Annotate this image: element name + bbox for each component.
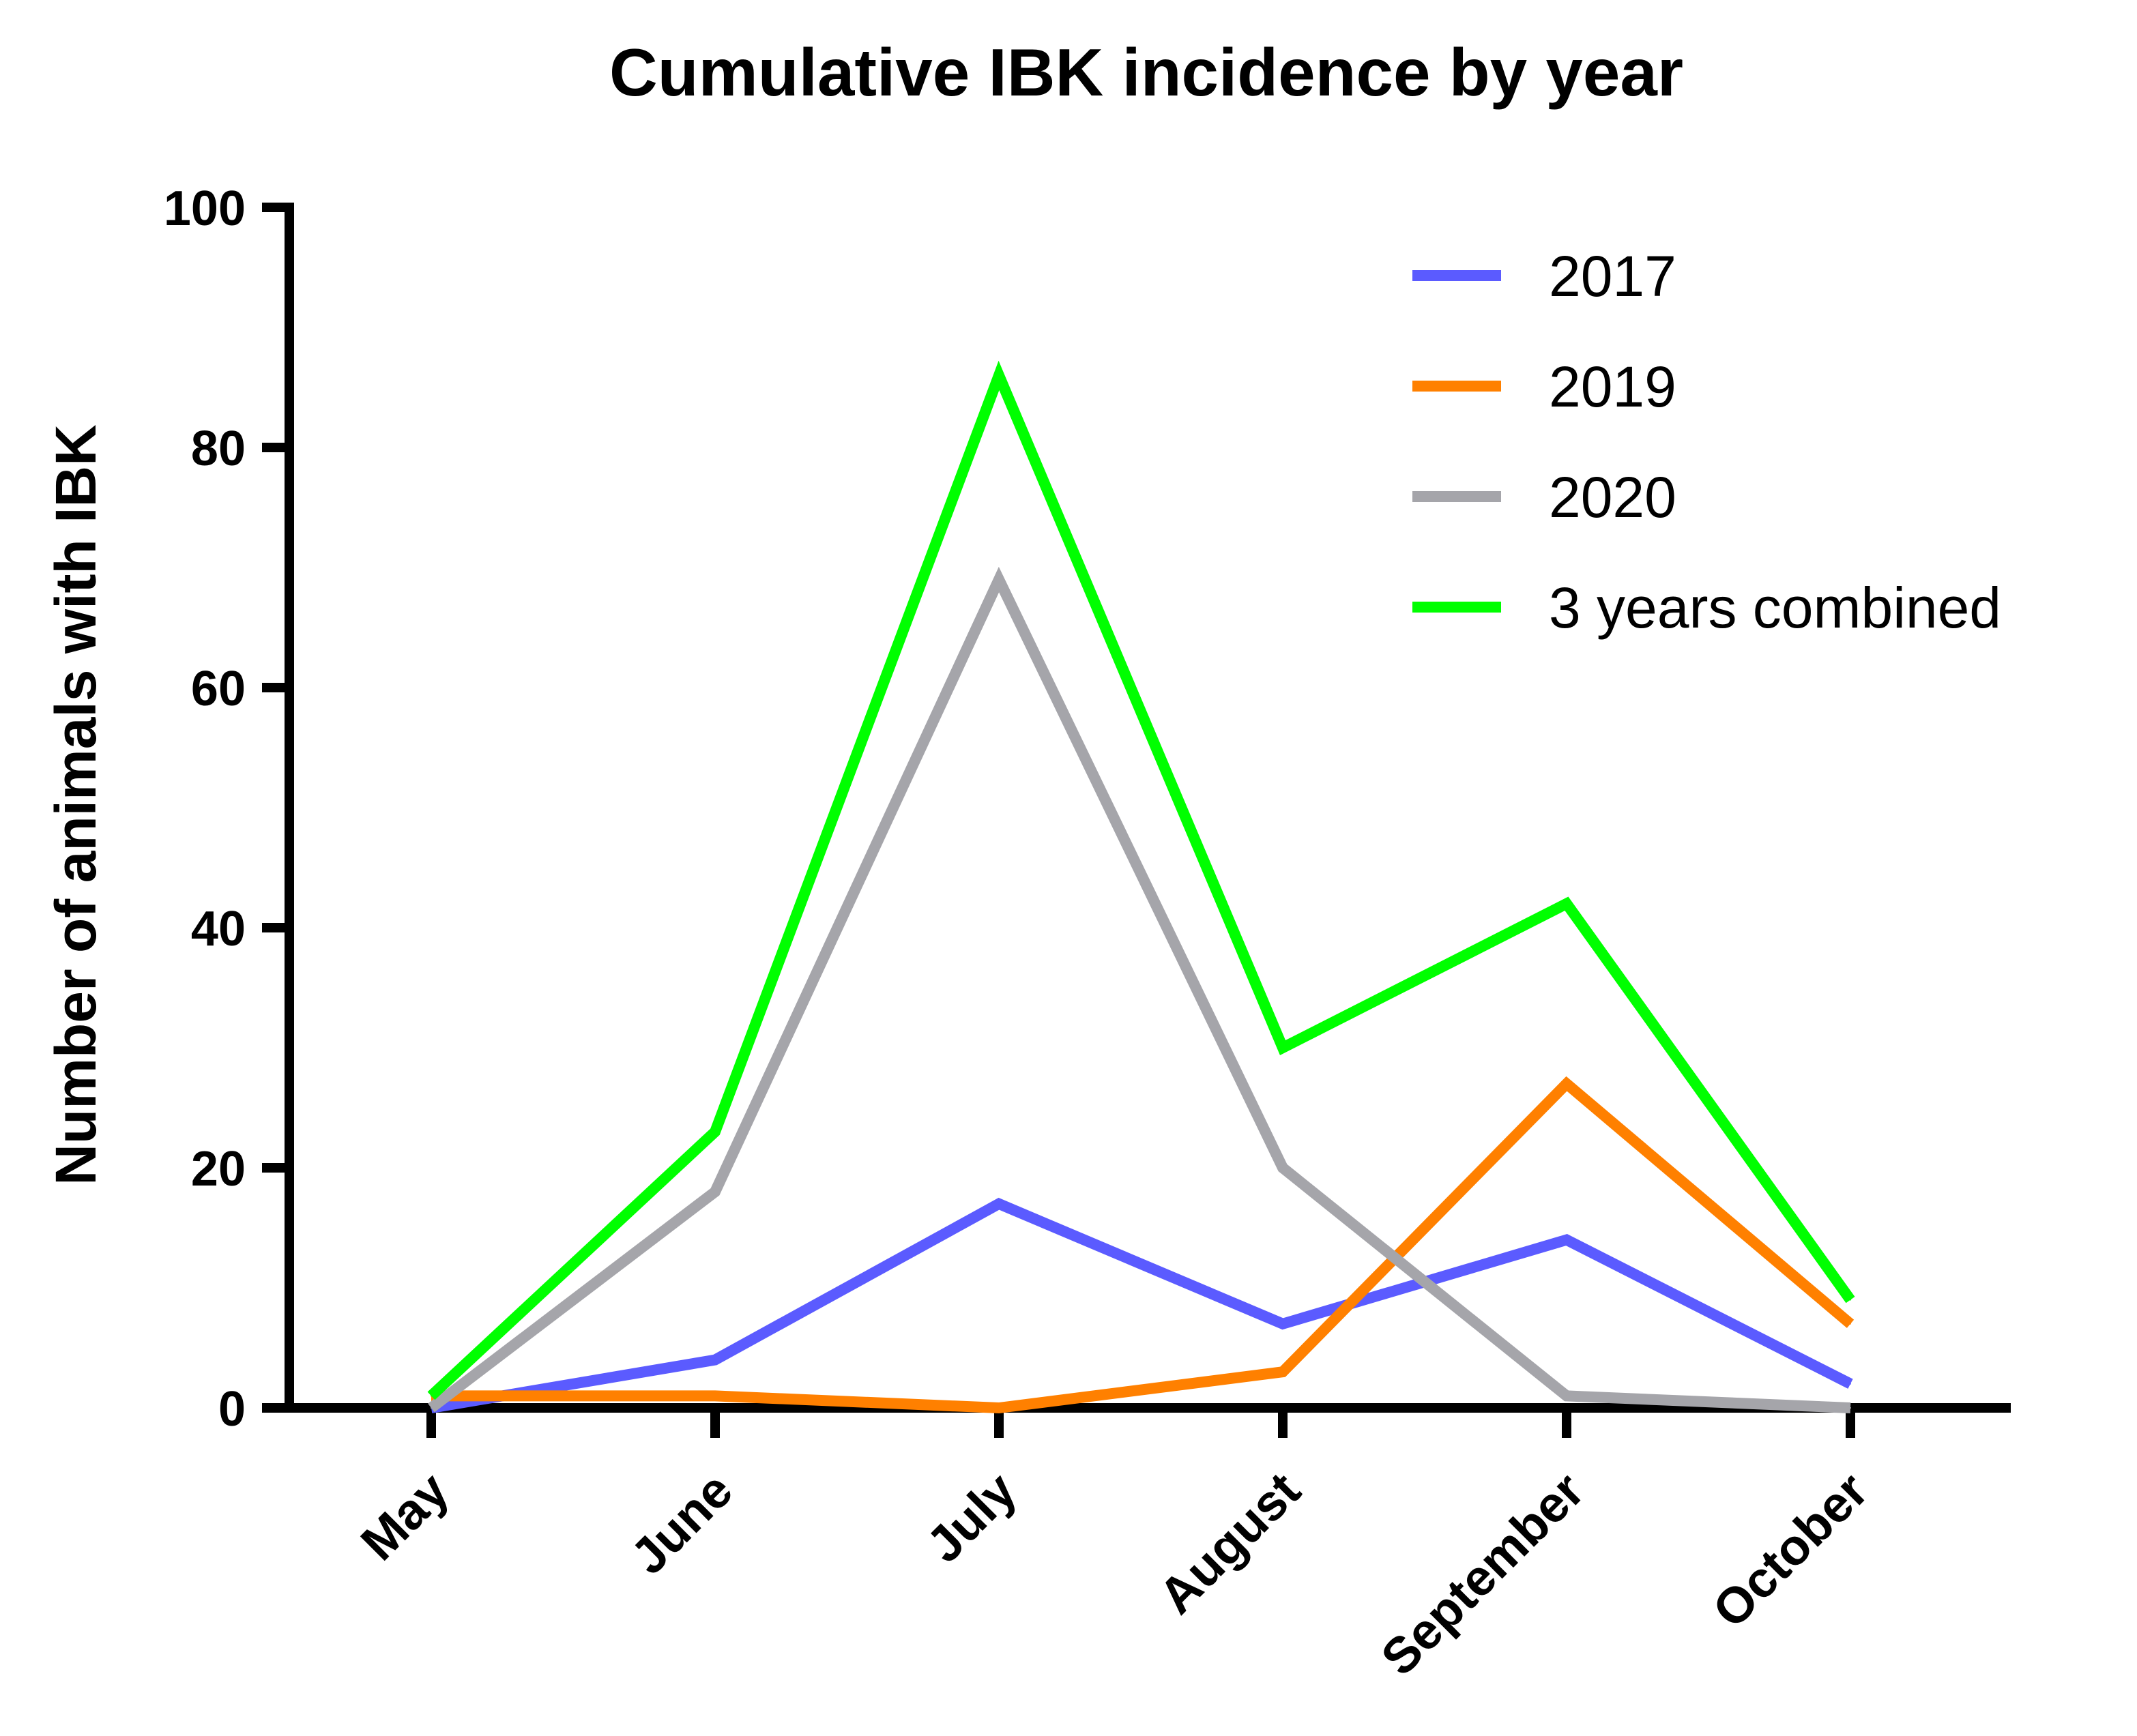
y-tick-label: 60 [191, 662, 246, 716]
data-point [998, 1203, 1000, 1205]
legend-label: 2019 [1549, 355, 1676, 419]
x-tick-label-july: July [916, 1462, 1027, 1573]
data-point [431, 1407, 432, 1409]
data-point [431, 1395, 432, 1397]
legend: 2017 2019 2020 3 years combined [1412, 244, 2001, 640]
x-tick-label-june: June [620, 1462, 743, 1585]
data-point [1282, 1371, 1283, 1373]
x-ticks: May June July August September October [350, 1408, 1878, 1686]
series-line-2019 [431, 1076, 1855, 1414]
legend-label: 2020 [1549, 465, 1676, 529]
data-point [1850, 1383, 1851, 1385]
x-tick-label-september: September [1370, 1462, 1595, 1686]
data-point [1566, 902, 1567, 904]
data-point [1850, 1299, 1851, 1301]
x-tick-label-august: August [1148, 1462, 1311, 1625]
y-axis-label: Number of animals with IBK [44, 424, 108, 1185]
data-point [1850, 1407, 1851, 1409]
data-point [1850, 1323, 1851, 1325]
data-point [998, 578, 1000, 580]
data-point [714, 1131, 716, 1133]
data-point [714, 1395, 716, 1397]
data-point [714, 1191, 716, 1193]
y-tick-label: 40 [191, 902, 246, 956]
y-tick-label: 80 [191, 422, 246, 476]
series-line-3-years-combined [427, 360, 1855, 1400]
data-point [1566, 1239, 1567, 1241]
y-tick-label: 20 [191, 1142, 246, 1196]
axes [285, 203, 2011, 1413]
x-tick-label-may: May [350, 1462, 459, 1571]
y-ticks: 0 20 40 60 80 100 [164, 181, 289, 1437]
legend-label: 2017 [1549, 244, 1676, 308]
data-point [1282, 1323, 1283, 1325]
data-point [998, 374, 1000, 377]
data-point [1282, 1047, 1283, 1048]
x-tick-label-october: October [1702, 1462, 1878, 1638]
series-line-2020 [428, 566, 1851, 1413]
data-point [998, 1407, 1000, 1409]
y-tick-label: 100 [164, 181, 246, 236]
y-tick-label: 0 [218, 1382, 246, 1437]
data-point [1282, 1167, 1283, 1168]
series-lines [427, 360, 1855, 1414]
data-point [1566, 1083, 1567, 1085]
series-line-2017 [430, 1197, 1853, 1413]
data-point [714, 1359, 716, 1361]
data-point [1566, 1395, 1567, 1397]
chart-title: Cumulative IBK incidence by year [609, 35, 1683, 110]
legend-label: 3 years combined [1549, 576, 2001, 640]
